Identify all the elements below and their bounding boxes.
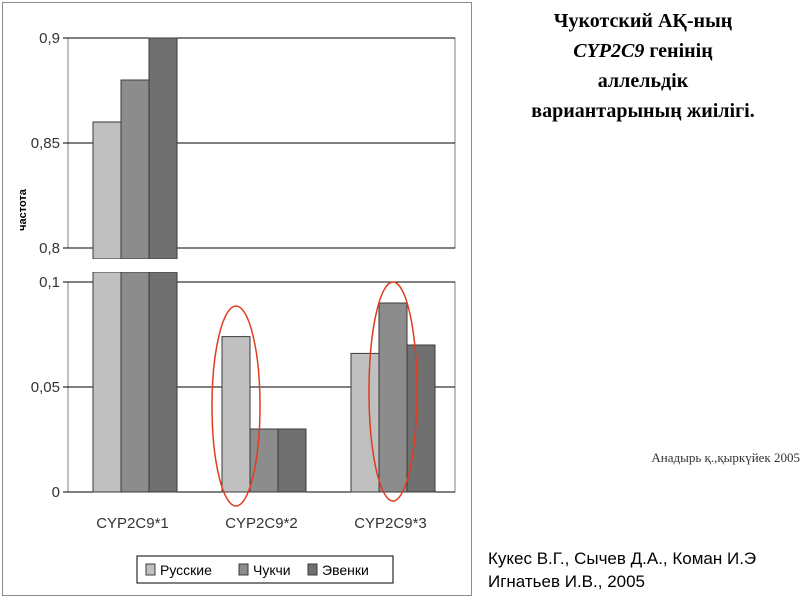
legend-swatch: [307, 563, 318, 576]
legend-entry: Эвенки: [322, 562, 369, 578]
y-axis-label: частота: [17, 188, 29, 231]
bar: [148, 271, 178, 493]
bar: [148, 37, 178, 260]
upper-tick-label: 0,85: [31, 135, 60, 152]
lower-tick-label: 0: [52, 484, 60, 501]
legend-box: [136, 555, 394, 584]
highlight-ellipse: [211, 305, 261, 507]
legend-entry: Русские: [160, 562, 212, 578]
authors-line-2: Игнатьев И.В., 2005: [488, 572, 646, 591]
bar: [350, 352, 380, 493]
category-label: CYP2C9*2: [225, 515, 298, 532]
title-line-3: аллельдік: [597, 70, 689, 92]
axis-break-band: [91, 259, 179, 272]
highlight-ellipse: [368, 281, 418, 502]
category-label: CYP2C9*1: [96, 515, 169, 532]
category-label: CYP2C9*3: [354, 515, 427, 532]
bar: [92, 121, 122, 260]
authors-line-1: Кукес В.Г., Сычев Д.А., Коман И.Э: [488, 549, 757, 568]
bar: [120, 271, 150, 493]
legend-swatch: [238, 563, 249, 576]
title-gene-name: CYP2C9: [573, 40, 645, 62]
bar: [249, 428, 279, 493]
bar: [277, 428, 307, 493]
lower-tick-label: 0,1: [39, 274, 60, 291]
authors-citation: Кукес В.Г., Сычев Д.А., Коман И.Э Игнать…: [488, 547, 800, 593]
lower-tick-label: 0,05: [31, 379, 60, 396]
title-line-1: Чукотский АҚ-ның: [553, 10, 733, 32]
bar: [120, 79, 150, 260]
place-date-caption: Анадырь қ.,қыркүйек 2005: [651, 450, 800, 465]
slide-title: Чукотский АҚ-ның CYP2C9 генінің аллельді…: [488, 6, 798, 126]
upper-tick-label: 0,8: [39, 240, 60, 257]
title-line-4: вариантарының жиілігі.: [531, 100, 755, 122]
legend-entry: Чукчи: [253, 562, 291, 578]
bar: [378, 302, 408, 493]
bar: [406, 344, 436, 493]
bar: [221, 336, 251, 493]
bar: [92, 271, 122, 493]
legend-swatch: [145, 563, 156, 576]
upper-tick-label: 0,9: [39, 30, 60, 47]
title-line-2: генінің: [644, 40, 713, 62]
